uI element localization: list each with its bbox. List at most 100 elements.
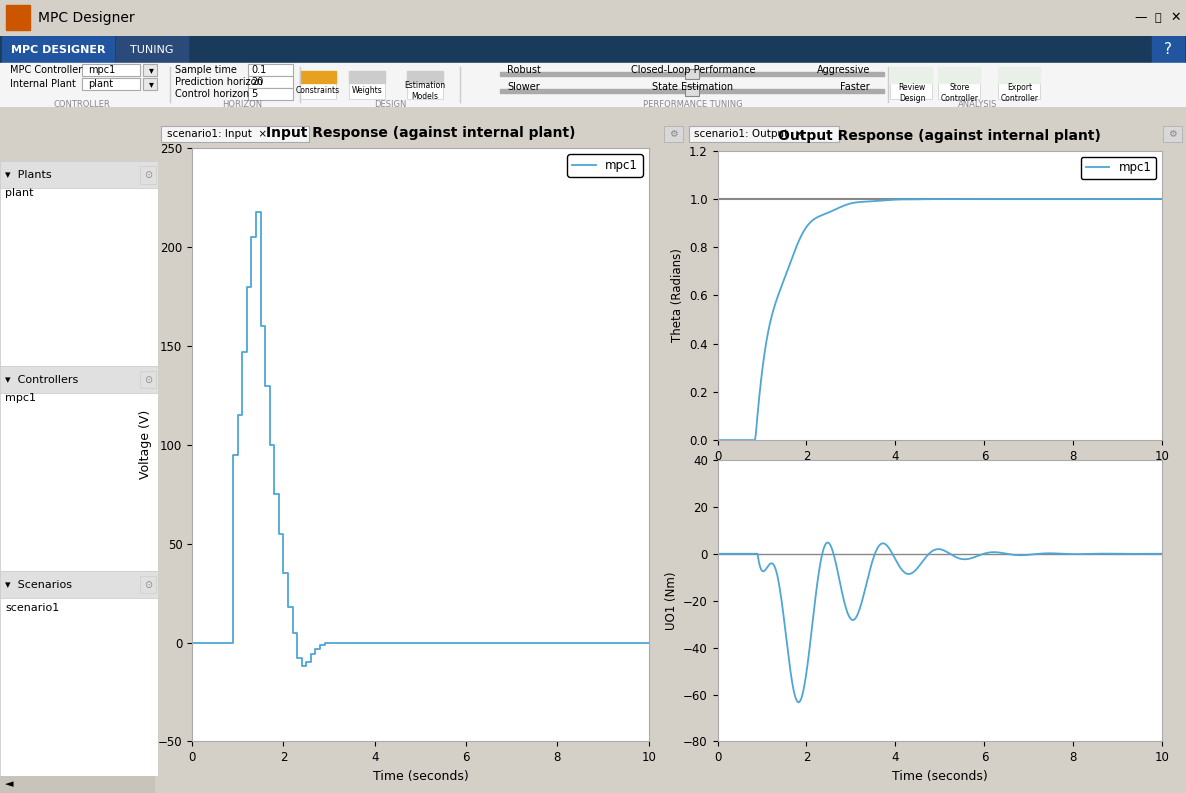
Text: ▾: ▾ — [149, 65, 154, 75]
Bar — [500, 89, 884, 93]
Bar — [82, 63, 140, 76]
Y-axis label: UO1 (Nm): UO1 (Nm) — [664, 572, 677, 630]
Bar — [0, 188, 158, 366]
Bar — [407, 71, 444, 83]
Text: 0.1: 0.1 — [251, 65, 266, 75]
Text: MPC Controller: MPC Controller — [9, 65, 82, 75]
Text: DESIGN: DESIGN — [374, 100, 406, 109]
Bar — [663, 126, 683, 142]
Bar — [248, 88, 293, 100]
Text: Closed-Loop Performance: Closed-Loop Performance — [631, 65, 755, 75]
Text: mpc1: mpc1 — [5, 393, 36, 403]
Text: Robust: Robust — [506, 65, 541, 75]
Text: ⊙: ⊙ — [144, 375, 152, 385]
Bar — [144, 78, 157, 90]
Text: ✕: ✕ — [1171, 11, 1180, 25]
Text: MPC DESIGNER: MPC DESIGNER — [11, 44, 106, 55]
Bar — [689, 126, 839, 142]
Text: ?: ? — [1163, 42, 1172, 57]
Bar — [0, 366, 158, 393]
Text: ⬜: ⬜ — [1154, 13, 1161, 23]
Text: ⚙: ⚙ — [1168, 129, 1177, 139]
Bar — [140, 167, 155, 184]
Bar — [248, 76, 293, 88]
Text: Control horizon: Control horizon — [176, 89, 249, 99]
Legend: mpc1: mpc1 — [567, 154, 643, 177]
Bar — [349, 71, 385, 83]
Text: Slower: Slower — [506, 82, 540, 92]
Text: Estimation
Models: Estimation Models — [404, 81, 446, 101]
Bar — [500, 72, 884, 76]
Bar — [686, 69, 699, 79]
Text: Export
Controller: Export Controller — [1001, 83, 1039, 102]
Text: ▾: ▾ — [149, 79, 154, 89]
Text: ▾  Controllers: ▾ Controllers — [5, 375, 78, 385]
Bar — [116, 36, 189, 63]
Text: ⊙: ⊙ — [144, 170, 152, 180]
Bar — [82, 78, 140, 90]
Y-axis label: Theta (Radians): Theta (Radians) — [670, 248, 683, 343]
Y-axis label: Voltage (V): Voltage (V) — [139, 410, 152, 480]
Bar — [300, 71, 336, 83]
Bar — [407, 71, 444, 99]
Bar — [1152, 36, 1184, 63]
Bar — [161, 126, 310, 142]
Text: TUNING: TUNING — [130, 44, 174, 55]
Text: scenario1: scenario1 — [5, 603, 59, 614]
X-axis label: Time (seconds): Time (seconds) — [372, 770, 468, 783]
Text: MPC Designer: MPC Designer — [38, 11, 134, 25]
Bar — [300, 71, 336, 99]
Text: scenario1: Output  ×: scenario1: Output × — [694, 129, 803, 139]
Bar — [140, 576, 155, 593]
Text: State Estimation: State Estimation — [652, 82, 734, 92]
Text: Review
Design: Review Design — [898, 83, 925, 102]
Bar — [140, 371, 155, 389]
Bar — [0, 161, 158, 188]
Text: ▾  Scenarios: ▾ Scenarios — [5, 580, 72, 590]
Text: scenario1: Input  ×: scenario1: Input × — [166, 129, 267, 139]
Bar — [890, 67, 932, 99]
Bar — [0, 598, 158, 776]
Text: ◄: ◄ — [5, 780, 13, 789]
Bar — [248, 63, 293, 76]
Bar — [686, 86, 699, 96]
Text: PERFORMANCE TUNING: PERFORMANCE TUNING — [643, 100, 742, 109]
Text: plant: plant — [5, 188, 33, 198]
Text: 20: 20 — [251, 77, 263, 87]
Text: ⚙: ⚙ — [669, 129, 677, 139]
Bar — [1162, 126, 1181, 142]
Bar — [144, 63, 157, 76]
X-axis label: Time (seconds): Time (seconds) — [892, 770, 988, 783]
Bar — [890, 67, 932, 83]
Bar — [349, 71, 385, 99]
Text: ANALYSIS: ANALYSIS — [958, 100, 997, 109]
Bar — [997, 67, 1040, 99]
Text: mpc1: mpc1 — [88, 65, 115, 75]
Bar — [0, 36, 1186, 63]
Bar — [0, 571, 158, 598]
Bar — [0, 776, 154, 793]
Bar — [0, 393, 158, 571]
Text: —: — — [1135, 11, 1147, 25]
Title: Input Response (against internal plant): Input Response (against internal plant) — [266, 126, 575, 140]
Text: Sample time: Sample time — [176, 65, 237, 75]
Text: Store
Controller: Store Controller — [940, 83, 978, 102]
Text: Weights: Weights — [351, 86, 382, 95]
Text: Aggressive: Aggressive — [817, 65, 871, 75]
Text: Prediction horizon: Prediction horizon — [176, 77, 263, 87]
Title: Output Response (against internal plant): Output Response (against internal plant) — [778, 128, 1102, 143]
Bar — [938, 67, 980, 83]
Text: Constraints: Constraints — [296, 86, 340, 95]
Text: ▾  Plants: ▾ Plants — [5, 170, 52, 180]
Text: Faster: Faster — [840, 82, 871, 92]
Bar — [2, 36, 114, 63]
Text: Internal Plant: Internal Plant — [9, 79, 76, 89]
Legend: mpc1: mpc1 — [1080, 156, 1156, 179]
Bar — [0, 63, 1186, 107]
Text: HORIZON: HORIZON — [222, 100, 262, 109]
Text: ⊙: ⊙ — [144, 580, 152, 590]
Text: 5: 5 — [251, 89, 257, 99]
Text: plant: plant — [88, 79, 113, 89]
Bar — [938, 67, 980, 99]
Text: CONTROLLER: CONTROLLER — [53, 100, 110, 109]
